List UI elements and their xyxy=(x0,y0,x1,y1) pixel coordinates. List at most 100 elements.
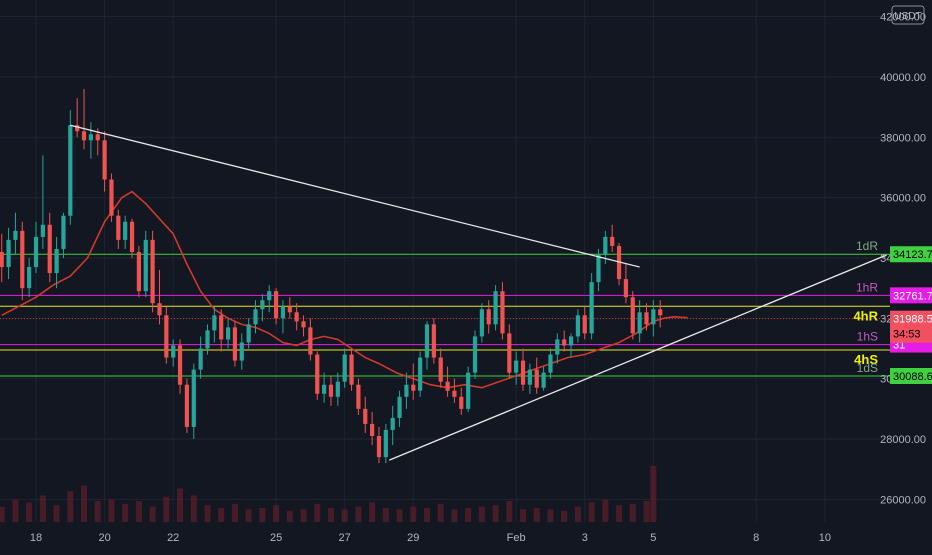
candle-body xyxy=(610,236,615,246)
volume-bar xyxy=(396,509,403,522)
candle-body xyxy=(335,381,340,397)
candle-body xyxy=(452,390,457,397)
candle-body xyxy=(603,236,608,255)
volume-bar xyxy=(478,506,485,522)
volume-bar xyxy=(602,499,609,522)
candle-body xyxy=(61,215,66,249)
candle-body xyxy=(157,303,162,316)
candle-body xyxy=(13,230,18,240)
level-label-4hR: 4hR xyxy=(853,308,878,323)
y-tick-label: 28000.00 xyxy=(880,434,926,446)
candle-body xyxy=(6,239,11,268)
last-price-badge xyxy=(890,310,932,343)
candle-body xyxy=(411,384,416,391)
candle-body xyxy=(424,324,430,358)
candle-body xyxy=(575,315,580,337)
y-tick-label: 40000.00 xyxy=(880,72,926,84)
currency-badge-label: USDT xyxy=(894,11,921,22)
candle-body xyxy=(568,336,574,346)
price-badge-1dS xyxy=(890,368,932,385)
candle-body xyxy=(20,230,25,289)
volume-bar xyxy=(465,508,472,522)
volume-bar xyxy=(629,503,636,522)
last-price-text: 31988.57 xyxy=(893,314,932,326)
x-tick-label: 5 xyxy=(650,532,656,544)
candle-body xyxy=(342,354,347,382)
candle-body xyxy=(486,309,491,325)
price-badge-1hR xyxy=(890,287,932,304)
candle-body xyxy=(644,312,649,325)
candle-body xyxy=(658,309,663,316)
candle-body xyxy=(596,254,601,283)
volume-bar xyxy=(341,509,348,522)
volume-bar xyxy=(94,501,101,522)
volume-bar xyxy=(26,502,33,522)
y-tick-label: 38000.00 xyxy=(880,132,926,144)
candle-body xyxy=(541,372,546,388)
candle-body xyxy=(514,360,519,373)
candle-body xyxy=(232,327,238,361)
candle-body xyxy=(171,345,176,358)
volume-bar xyxy=(12,499,19,522)
volume-bar xyxy=(382,508,389,522)
volume-bar xyxy=(81,485,88,522)
candle-body xyxy=(418,357,423,391)
candle-body xyxy=(253,309,258,325)
volume-bar xyxy=(135,501,142,522)
candle-body xyxy=(445,381,450,391)
volume-bar xyxy=(423,508,430,522)
candle-body xyxy=(68,125,73,216)
volume-bar xyxy=(245,509,252,522)
volume-bar xyxy=(149,506,156,522)
volume-bar xyxy=(506,501,513,522)
price-badge-text-1dS: 30088.68 xyxy=(893,371,932,383)
volume-bar xyxy=(190,495,197,522)
candle-body xyxy=(527,369,532,385)
candle-body xyxy=(294,312,299,322)
x-tick-label: 29 xyxy=(407,532,419,544)
candle-body xyxy=(191,369,196,427)
candle-body xyxy=(260,300,265,310)
candle-body xyxy=(280,306,286,319)
volume-bar xyxy=(67,491,74,522)
candle-body xyxy=(308,327,313,355)
candle-body xyxy=(370,423,375,437)
candle-body xyxy=(328,384,334,397)
candle-body xyxy=(75,125,80,132)
volume-bar xyxy=(259,508,266,522)
candle-body xyxy=(322,384,327,394)
volume-bar xyxy=(177,488,184,522)
candle-body xyxy=(479,309,484,337)
candle-body xyxy=(267,291,272,301)
candle-body xyxy=(623,279,629,298)
candle-body xyxy=(356,384,361,409)
volume-bar xyxy=(286,510,293,522)
candle-body xyxy=(47,224,52,274)
price-badge-1dR xyxy=(890,246,932,263)
candle-body xyxy=(472,336,478,373)
volume-bar xyxy=(300,509,307,522)
x-tick-label: 18 xyxy=(30,532,42,544)
candle-body xyxy=(438,357,443,382)
volume-bar xyxy=(437,503,444,522)
candle-body xyxy=(177,345,183,385)
candle-body xyxy=(239,342,244,361)
candle-body xyxy=(534,369,539,388)
y-tick-label: 26000.00 xyxy=(880,494,926,506)
volume-bar xyxy=(520,509,527,522)
candle-body xyxy=(466,372,471,409)
volume-bar xyxy=(561,510,568,522)
candle-body xyxy=(102,140,107,180)
trendline-ascending xyxy=(389,254,887,461)
candle-body xyxy=(507,333,512,373)
candle-body xyxy=(397,396,402,418)
candle-body xyxy=(40,224,45,237)
countdown-text: 34:53 xyxy=(893,329,921,341)
candle-body xyxy=(431,324,436,358)
volume-bar xyxy=(533,508,540,522)
candle-body xyxy=(459,396,464,409)
volume-bar xyxy=(574,506,581,522)
volume-bar xyxy=(547,509,554,522)
